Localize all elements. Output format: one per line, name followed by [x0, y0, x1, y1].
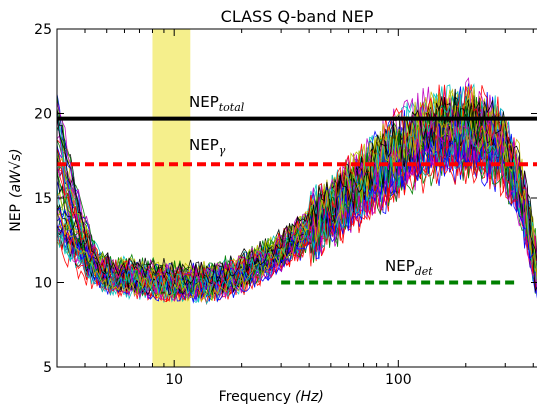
y-axis-label: NEP: [8, 204, 24, 232]
reference-subscript: total: [219, 101, 245, 114]
axis-ticks: 5 10 15 20 25 10 100: [34, 22, 537, 388]
detector-trace: [57, 84, 537, 290]
chart-title: CLASS Q-band NEP: [221, 7, 374, 26]
y-tick-label: 20: [34, 107, 52, 123]
detector-trace: [57, 96, 537, 297]
y-axis-unit: (aW√s): [8, 148, 24, 198]
y-axis-label-group: NEP (aW√s): [8, 148, 24, 231]
x-tick-label: 100: [385, 372, 412, 388]
reference-lines: [57, 116, 537, 285]
y-tick-label: 10: [34, 276, 52, 292]
y-tick-label: 15: [34, 191, 52, 207]
plot-area: [57, 29, 537, 367]
reference-label-γ: NEPγ: [189, 136, 226, 157]
y-tick-label: 25: [34, 22, 52, 38]
detector-traces: [57, 77, 537, 306]
x-axis-label: Frequency: [219, 389, 291, 405]
y-tick-label: 5: [43, 360, 52, 376]
x-axis-unit: (Hz): [295, 389, 324, 405]
reference-subscript: det: [415, 265, 434, 278]
detector-trace: [57, 88, 537, 286]
shaded-band-layer: [152, 29, 191, 367]
detector-trace: [57, 117, 537, 294]
reference-subscript: γ: [219, 144, 226, 157]
x-tick-label: 10: [165, 372, 183, 388]
shaded-band: [152, 29, 191, 367]
plot-frame: [56, 28, 537, 368]
